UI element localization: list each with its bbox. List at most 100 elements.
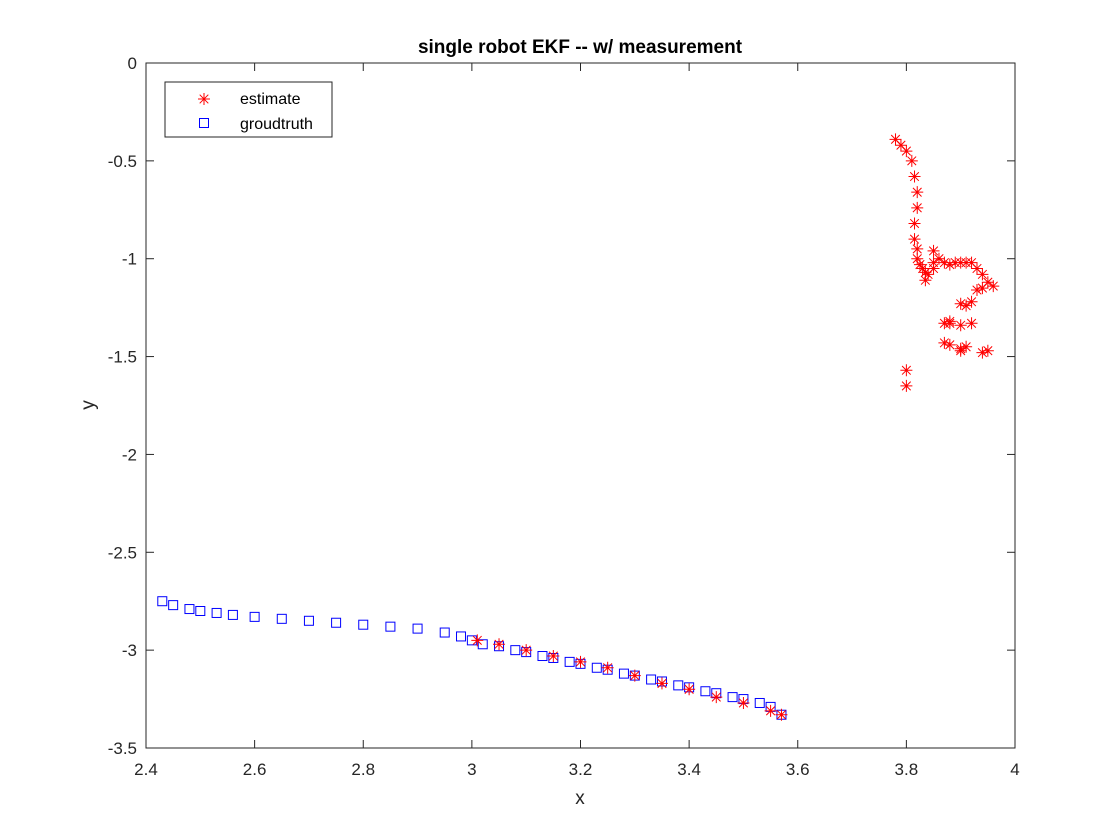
data-point-estimate — [655, 677, 668, 690]
data-point-estimate — [737, 696, 750, 709]
data-point-estimate — [908, 217, 921, 230]
data-point-groudtruth — [276, 613, 287, 624]
data-point-estimate — [520, 644, 533, 657]
data-point-estimate — [927, 244, 940, 257]
data-point-groudtruth — [700, 686, 711, 697]
legend-square-icon — [199, 118, 209, 128]
series-estimate — [471, 133, 1000, 721]
y-tick-label: -3 — [122, 641, 137, 660]
data-point-groudtruth — [618, 668, 629, 679]
data-point-groudtruth — [157, 596, 168, 607]
y-tick-label: -2.5 — [108, 543, 137, 562]
data-point-estimate — [954, 344, 967, 357]
data-point-groudtruth — [754, 697, 765, 708]
x-tick-label: 2.8 — [351, 760, 375, 779]
data-point-estimate — [938, 256, 951, 269]
series-layer — [157, 133, 1000, 721]
data-point-estimate — [908, 233, 921, 246]
x-tick-label: 4 — [1010, 760, 1019, 779]
data-point-estimate — [894, 139, 907, 152]
data-point-groudtruth — [303, 615, 314, 626]
legend-asterisk-icon — [198, 93, 210, 105]
data-point-groudtruth — [195, 606, 206, 616]
data-point-estimate — [919, 266, 932, 279]
legend-label-groudtruth: groudtruth — [240, 116, 313, 133]
data-point-estimate — [976, 282, 989, 295]
data-point-estimate — [916, 262, 929, 275]
data-point-estimate — [976, 268, 989, 281]
data-point-groudtruth — [184, 604, 195, 615]
data-point-estimate — [911, 201, 924, 214]
y-axis: 0 -0.5 -1 -1.5 -2 -2.5 -3 -3.5 — [108, 54, 1015, 758]
data-point-estimate — [601, 661, 614, 674]
data-point-estimate — [965, 317, 978, 330]
data-point-groudtruth — [456, 631, 467, 642]
data-point-groudtruth — [537, 651, 548, 662]
data-point-groudtruth — [646, 674, 657, 685]
data-point-estimate — [547, 650, 560, 663]
data-point-estimate — [943, 317, 956, 330]
y-tick-label: -2 — [122, 445, 137, 464]
legend-marker-estimate — [198, 93, 210, 105]
data-point-estimate — [900, 379, 913, 392]
data-point-estimate — [913, 258, 926, 271]
y-tick-label: -1.5 — [108, 348, 137, 367]
data-point-estimate — [900, 145, 913, 158]
data-point-groudtruth — [211, 607, 222, 618]
data-point-groudtruth — [331, 617, 342, 628]
data-point-groudtruth — [227, 609, 238, 620]
data-point-groudtruth — [249, 611, 260, 622]
data-point-estimate — [938, 336, 951, 349]
data-point-estimate — [965, 256, 978, 269]
data-point-groudtruth — [385, 621, 396, 632]
data-point-estimate — [943, 258, 956, 271]
data-point-groudtruth — [727, 692, 738, 703]
data-point-groudtruth — [358, 619, 369, 630]
x-tick-label: 3.6 — [786, 760, 810, 779]
x-tick-label: 3.4 — [677, 760, 701, 779]
plot-area — [145, 62, 1016, 749]
x-tick-label: 3 — [467, 760, 476, 779]
data-point-groudtruth — [412, 623, 423, 634]
y-axis-label: y — [78, 400, 99, 410]
x-tick-label: 3.8 — [895, 760, 919, 779]
x-tick-label: 2.4 — [134, 760, 158, 779]
data-point-estimate — [981, 276, 994, 289]
data-point-estimate — [976, 346, 989, 359]
legend-marker-groudtruth — [199, 118, 209, 128]
data-point-groudtruth — [591, 662, 602, 673]
data-point-estimate — [493, 638, 506, 651]
data-point-estimate — [919, 274, 932, 287]
data-point-estimate — [932, 252, 945, 265]
data-point-estimate — [943, 338, 956, 351]
data-point-estimate — [970, 262, 983, 275]
y-tick-label: -0.5 — [108, 152, 137, 171]
data-point-estimate — [927, 256, 940, 269]
data-point-estimate — [922, 268, 935, 281]
data-point-estimate — [900, 364, 913, 377]
data-point-estimate — [908, 170, 921, 183]
data-point-estimate — [911, 242, 924, 255]
x-axis-label: x — [575, 788, 585, 809]
legend: estimate groudtruth — [164, 81, 333, 138]
data-point-estimate — [889, 133, 902, 146]
data-point-groudtruth — [477, 639, 488, 650]
data-point-estimate — [710, 691, 723, 704]
data-point-estimate — [960, 299, 973, 312]
data-point-estimate — [954, 297, 967, 310]
chart-title: single robot EKF -- w/ measurement — [418, 37, 743, 58]
data-point-estimate — [574, 655, 587, 668]
data-point-estimate — [628, 669, 641, 682]
x-axis: 2.4 2.6 2.8 3 3.2 3.4 3.6 3.8 4 — [134, 63, 1020, 779]
data-point-estimate — [965, 295, 978, 308]
data-point-estimate — [960, 340, 973, 353]
data-point-estimate — [775, 708, 788, 721]
data-point-estimate — [683, 683, 696, 696]
data-point-groudtruth — [564, 656, 575, 667]
y-tick-label: 0 — [128, 54, 137, 73]
data-point-estimate — [905, 154, 918, 167]
data-point-estimate — [764, 704, 777, 717]
data-point-groudtruth — [673, 680, 684, 691]
data-point-estimate — [981, 344, 994, 357]
